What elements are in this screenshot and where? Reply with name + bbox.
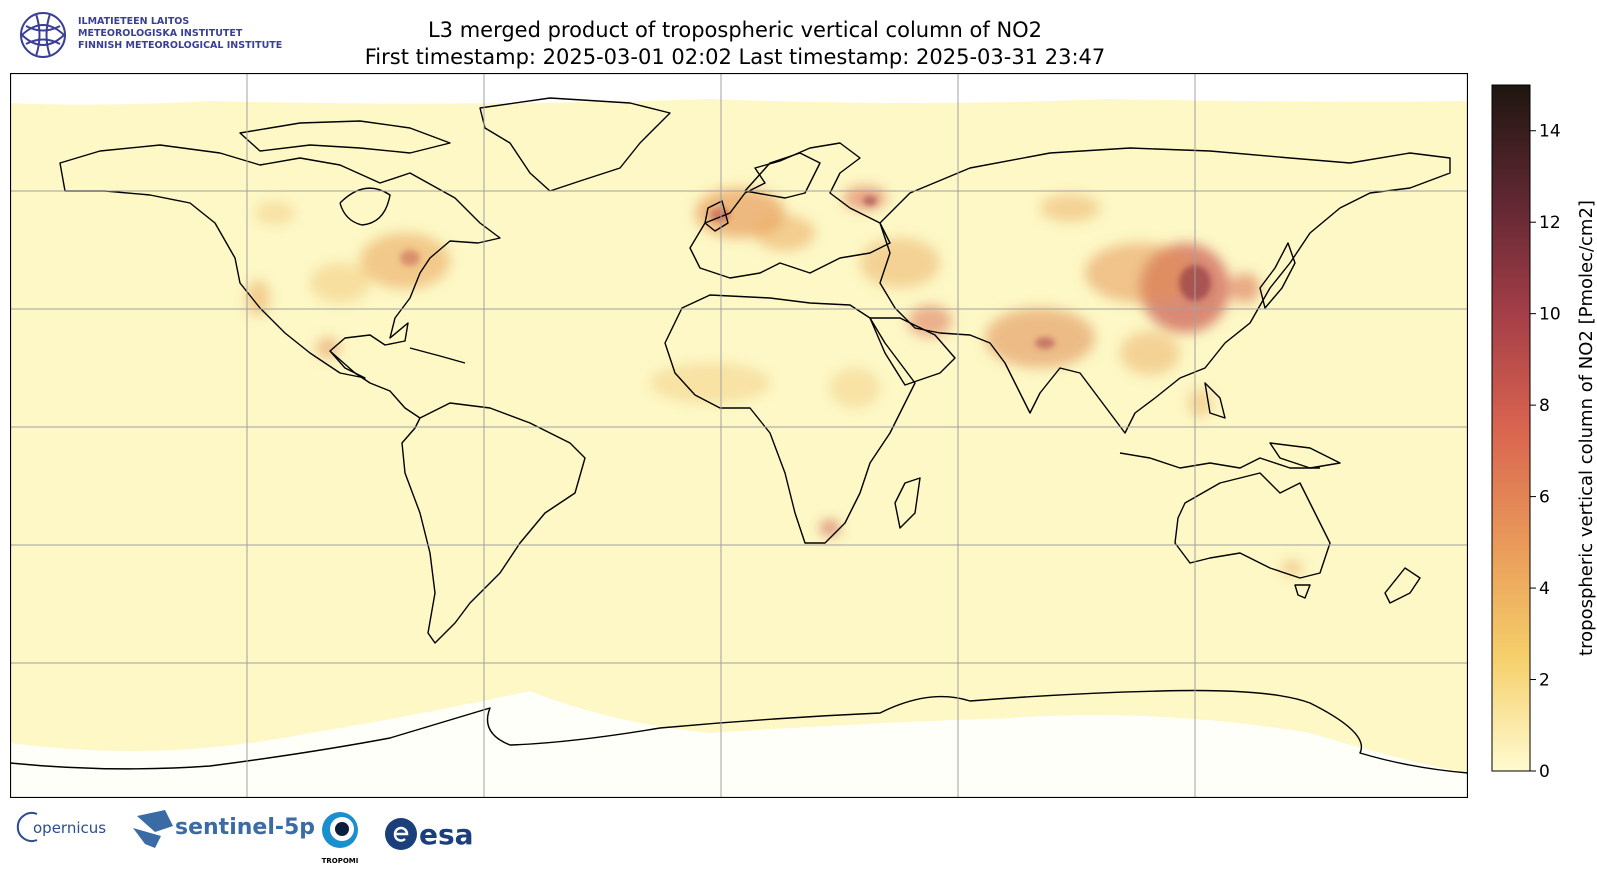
colorbar-tick-label: 4 [1539,579,1550,599]
fmi-emblem-icon [20,12,66,58]
colorbar-gradient [1491,84,1531,772]
coastlines [10,97,1468,774]
coast-asia [879,147,1451,434]
coast-south-america [401,402,586,644]
svg-text:esa: esa [419,818,474,851]
sentinel-logo: sentinel-5p [133,810,315,848]
colorbar-tick-label: 14 [1539,122,1561,142]
svg-text:TROPOMI: TROPOMI [322,857,359,865]
coast-new-guinea [1269,442,1341,469]
copernicus-c-icon [16,812,38,842]
coast-new-zealand [1384,567,1421,604]
chart-title: L3 merged product of tropospheric vertic… [427,18,1043,42]
coast-antarctica [10,689,1468,774]
tropomi-logo: TROPOMI [322,812,359,865]
colorbar-tick-label: 12 [1539,213,1561,233]
arctic-no-data [10,73,1468,105]
svg-text:sentinel-5p: sentinel-5p [175,815,315,840]
colorbar-tick-label: 8 [1539,396,1550,416]
coast-europe [689,142,891,279]
fmi-logo-line2: METEOROLOGISKA INSTITUTET [78,28,243,39]
map-gridlines [10,73,1468,798]
coast-caribbean [409,347,466,364]
coast-africa [664,294,916,544]
fmi-logo: ILMATIETEEN LAITOS METEOROLOGISKA INSTIT… [20,12,282,58]
coast-scandinavia [744,152,821,199]
fmi-logo-line3: FINNISH METEOROLOGICAL INSTITUTE [78,40,282,51]
coast-madagascar [894,477,921,529]
coast-hudson-bay [339,187,391,226]
colorbar-tick-label: 2 [1539,671,1550,691]
coast-arctic-islands [239,120,451,154]
no2-hotspots [246,186,1302,576]
satellite-icon [133,810,173,848]
colorbar-ticks: 0 2 4 6 8 10 12 14 [1530,122,1561,782]
esa-logo: esa [385,818,474,851]
coast-tasmania [1294,584,1311,599]
coast-arabia [869,317,956,386]
no2-peaks [400,196,1211,349]
coast-indonesia [1119,452,1320,469]
chart-subtitle: First timestamp: 2025-03-01 02:02 Last t… [364,45,1106,69]
copernicus-logo: opernicus [16,812,106,842]
colorbar-tick-label: 0 [1539,762,1550,782]
coast-central-america [329,350,421,419]
antarctic-no-data [10,691,1468,798]
coast-philippines [1204,382,1226,419]
map-border [10,73,1468,798]
coast-australia [1174,472,1331,579]
colorbar: 0 2 4 6 8 10 12 14 tropospheric vertical column… [1491,84,1597,782]
coast-greenland [479,97,671,192]
colorbar-label: tropospheric vertical column of NO2 [Pmo… [1576,200,1597,656]
coast-north-america [59,144,501,379]
svg-text:opernicus: opernicus [33,819,106,837]
map-background [10,73,1468,798]
colorbar-tick-label: 10 [1539,305,1561,325]
partner-logos: opernicus sentinel-5p TROPOMI esa [16,810,474,865]
fmi-logo-line1: ILMATIETEEN LAITOS [78,16,189,27]
coast-japan [1259,242,1296,309]
colorbar-tick-label: 6 [1539,488,1550,508]
no2-world-map [10,73,1468,798]
